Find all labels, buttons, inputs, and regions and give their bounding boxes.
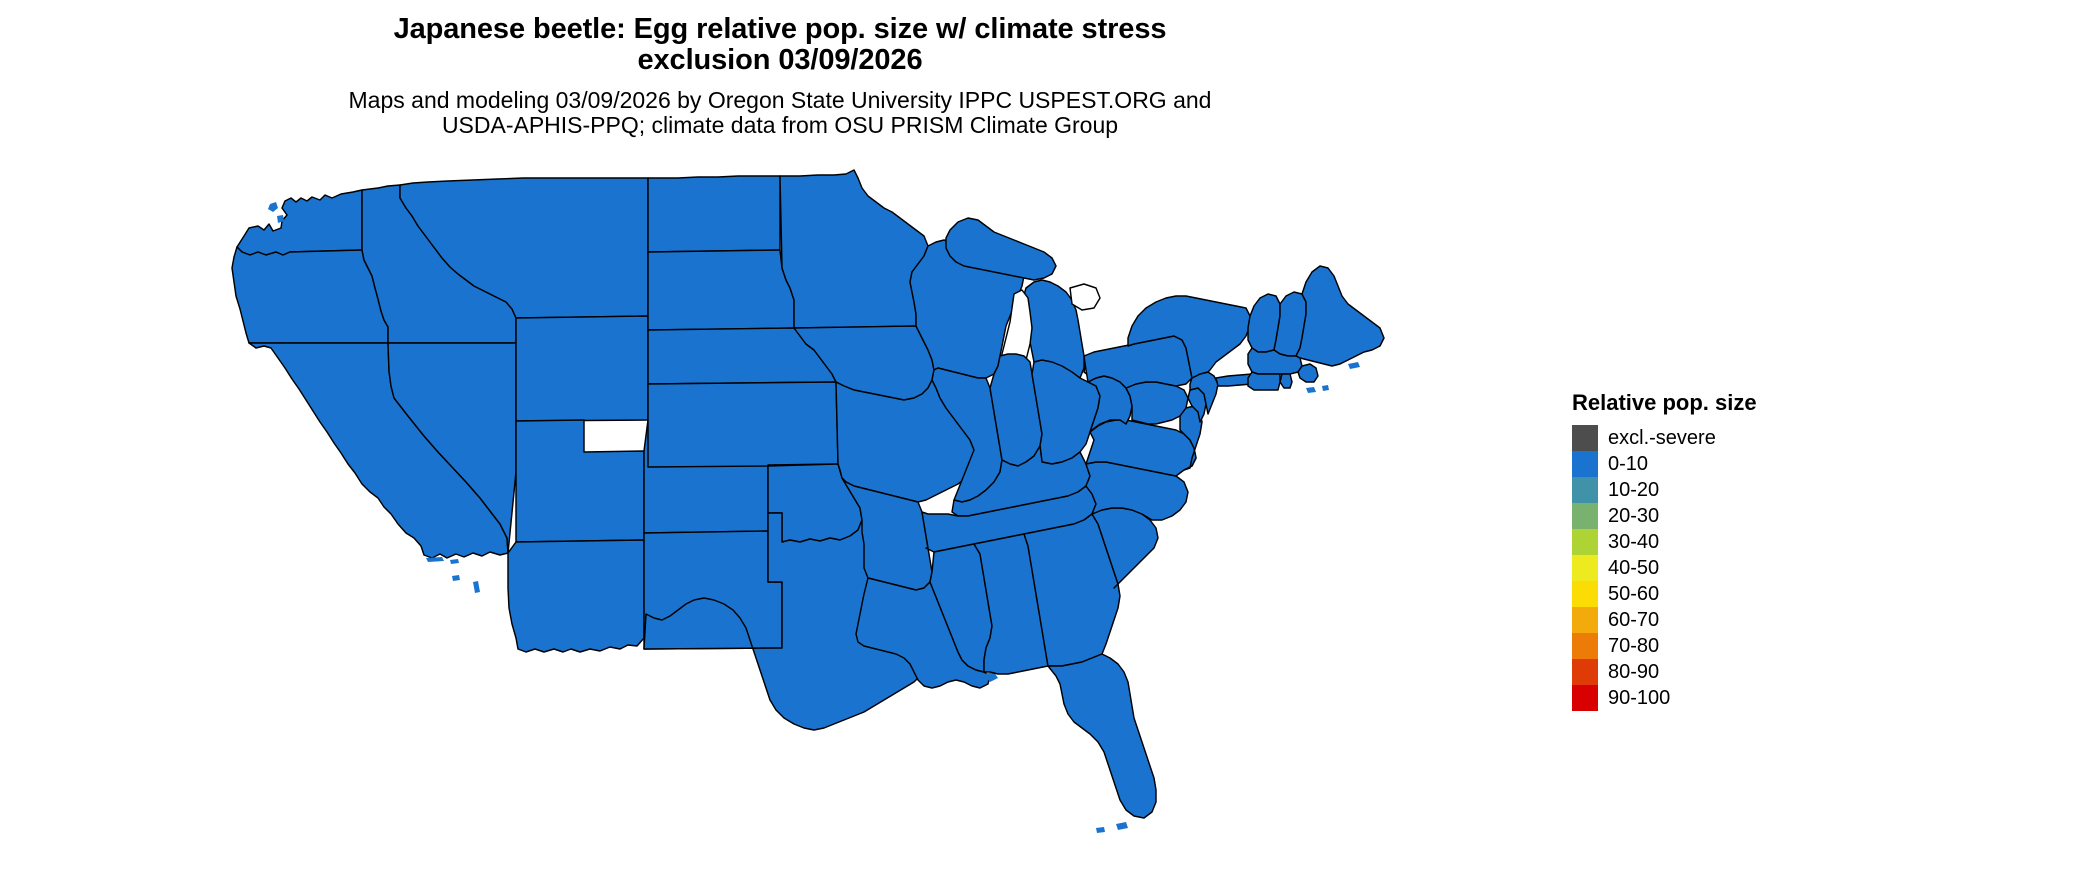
island-louisiana-delta — [984, 672, 998, 682]
state-florida[interactable] — [1047, 653, 1157, 819]
island-marthas-vineyard — [1306, 387, 1316, 393]
state-wyoming[interactable] — [515, 315, 649, 422]
page-title: Japanese beetle: Egg relative pop. size … — [393, 13, 1167, 76]
state-maine[interactable] — [1295, 265, 1385, 367]
legend-swatch — [1572, 451, 1598, 477]
legend-label: 80-90 — [1608, 661, 1660, 683]
legend-label: 30-40 — [1608, 531, 1660, 553]
legend-label: 70-80 — [1608, 635, 1660, 657]
states-layer — [231, 169, 1385, 833]
legend-swatch — [1572, 633, 1598, 659]
legend-swatch — [1572, 477, 1598, 503]
island-puget — [268, 202, 278, 212]
legend-row[interactable]: excl.-severe — [1572, 425, 1757, 451]
legend-label: 10-20 — [1608, 479, 1660, 501]
state-minnesota[interactable] — [779, 169, 929, 329]
title-block: Japanese beetle: Egg relative pop. size … — [0, 13, 1560, 76]
legend-row[interactable]: 30-40 — [1572, 529, 1757, 555]
state-washington[interactable] — [236, 189, 363, 256]
state-massachusetts-cape-cod[interactable] — [1297, 363, 1319, 383]
legend-swatch — [1572, 607, 1598, 633]
legend-row[interactable]: 0-10 — [1572, 451, 1757, 477]
legend-swatch — [1572, 425, 1598, 451]
state-north-dakota[interactable] — [647, 175, 781, 253]
state-ohio[interactable] — [1031, 359, 1101, 465]
state-connecticut[interactable] — [1247, 371, 1281, 391]
legend-swatch — [1572, 503, 1598, 529]
us-map-svg — [231, 169, 1385, 833]
island-channel-2 — [450, 559, 459, 564]
state-montana[interactable] — [399, 177, 649, 319]
legend-swatch — [1572, 529, 1598, 555]
legend: Relative pop. size excl.-severe 0-10 10-20… — [1572, 392, 1757, 711]
map-subtitle: Maps and modeling 03/09/2026 by Oregon S… — [348, 87, 1212, 138]
legend-items: excl.-severe 0-10 10-20 20-30 30-40 40-50 50-6… — [1572, 425, 1757, 711]
state-kansas[interactable] — [647, 381, 839, 468]
lake-huron-bay — [1069, 283, 1101, 311]
legend-row[interactable]: 50-60 — [1572, 581, 1757, 607]
legend-swatch — [1572, 685, 1598, 711]
legend-row[interactable]: 90-100 — [1572, 685, 1757, 711]
us-choropleth-map — [228, 168, 1548, 868]
island-channel-3 — [452, 575, 460, 581]
island-puget-2 — [277, 215, 284, 223]
legend-swatch — [1572, 555, 1598, 581]
legend-row[interactable]: 80-90 — [1572, 659, 1757, 685]
island-channel-1 — [426, 557, 444, 562]
island-florida-keys-1 — [1116, 822, 1128, 830]
state-arizona[interactable] — [507, 539, 645, 653]
legend-label: 60-70 — [1608, 609, 1660, 631]
legend-label: 50-60 — [1608, 583, 1660, 605]
legend-swatch — [1572, 581, 1598, 607]
state-utah[interactable] — [515, 419, 645, 543]
island-channel-4 — [473, 581, 480, 593]
state-new-jersey[interactable] — [1189, 371, 1219, 415]
state-michigan-up[interactable] — [945, 217, 1057, 281]
legend-row[interactable]: 40-50 — [1572, 555, 1757, 581]
legend-label: 20-30 — [1608, 505, 1660, 527]
legend-label: 40-50 — [1608, 557, 1660, 579]
state-rhode-island[interactable] — [1279, 373, 1293, 389]
legend-label: 0-10 — [1608, 453, 1649, 475]
legend-label: excl.-severe — [1608, 427, 1716, 449]
island-florida-keys-2 — [1096, 827, 1105, 833]
island-nantucket — [1322, 385, 1329, 391]
legend-row[interactable]: 10-20 — [1572, 477, 1757, 503]
legend-title: Relative pop. size — [1572, 390, 1757, 415]
state-louisiana[interactable] — [855, 577, 991, 689]
state-nevada[interactable] — [387, 342, 517, 554]
state-maryland[interactable] — [1125, 381, 1189, 425]
legend-swatch — [1572, 659, 1598, 685]
legend-row[interactable]: 70-80 — [1572, 633, 1757, 659]
state-new-york[interactable] — [1127, 295, 1251, 379]
state-south-dakota[interactable] — [647, 249, 795, 331]
legend-row[interactable]: 20-30 — [1572, 503, 1757, 529]
legend-row[interactable]: 60-70 — [1572, 607, 1757, 633]
legend-label: 90-100 — [1608, 687, 1671, 709]
island-maine-coast — [1348, 362, 1360, 369]
state-georgia[interactable] — [1023, 513, 1121, 667]
